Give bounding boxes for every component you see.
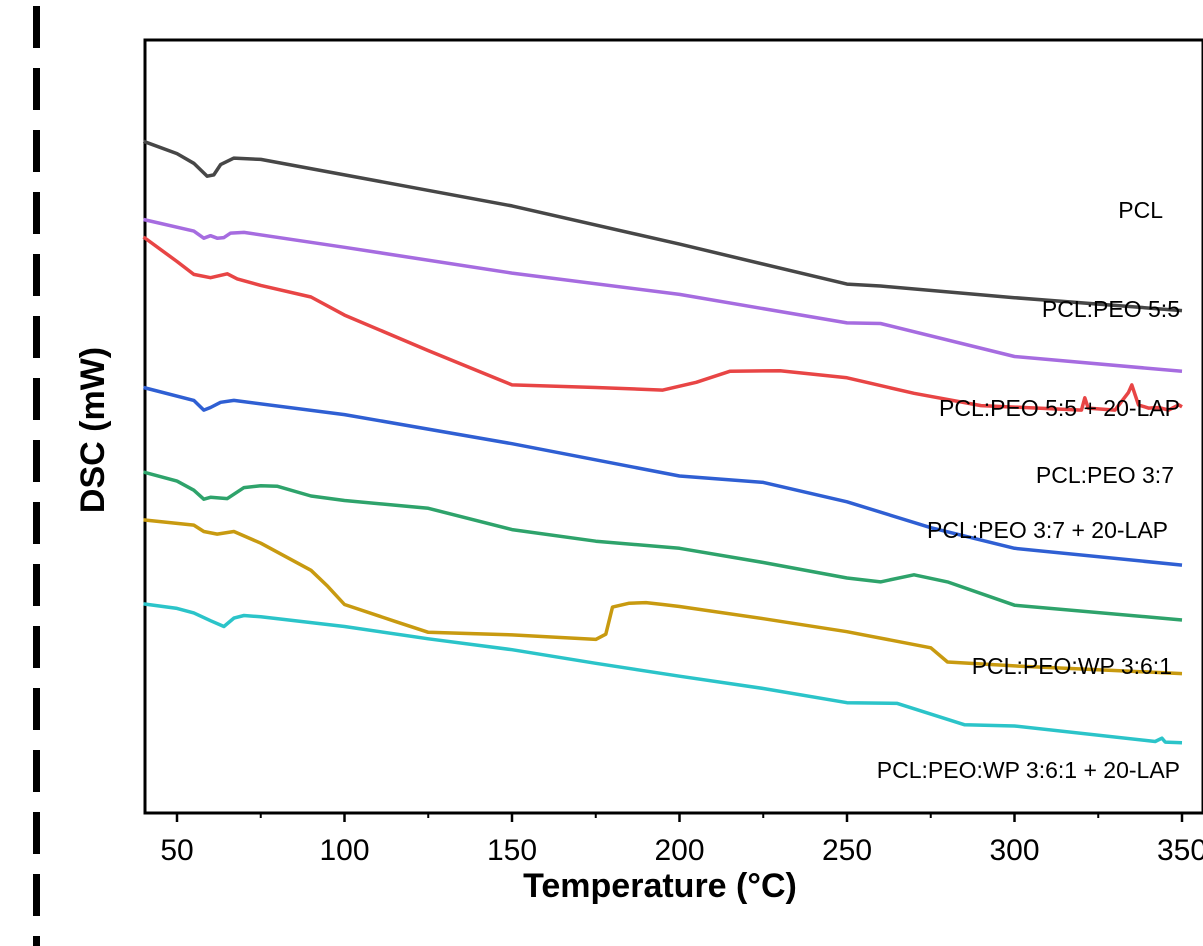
y-axis-title: DSC (mW) bbox=[74, 347, 112, 513]
x-axis: 50 100 150 200 250 300 350 bbox=[160, 813, 1203, 867]
border-dash bbox=[33, 440, 40, 482]
border-dash bbox=[33, 254, 40, 296]
x-axis-title: Temperature (°C) bbox=[523, 867, 797, 905]
series-line-pcl-peo-3-7 bbox=[143, 385, 1183, 567]
x-tick-label-300: 300 bbox=[989, 834, 1039, 867]
series-line-pcl-peo-5-5 bbox=[143, 217, 1183, 374]
series-label-pcl-peo-wp-3-6-1-20-lap: PCL:PEO:WP 3:6:1 + 20-LAP bbox=[877, 757, 1180, 783]
border-dash bbox=[33, 564, 40, 606]
series-label-pcl-peo-5-5-20-lap: PCL:PEO 5:5 + 20-LAP bbox=[939, 395, 1180, 421]
series-labels: PCL PCL:PEO 5:5 PCL:PEO 5:5 + 20-LAP PCL:PE… bbox=[877, 197, 1180, 783]
border-dash bbox=[33, 750, 40, 792]
series-layer bbox=[142, 139, 1183, 745]
series-label-pcl-peo-3-7: PCL:PEO 3:7 bbox=[1036, 462, 1174, 488]
border-dash bbox=[33, 812, 40, 854]
x-tick-label-150: 150 bbox=[487, 834, 537, 867]
border-dash bbox=[33, 192, 40, 234]
border-dash bbox=[33, 68, 40, 110]
border-dash bbox=[33, 936, 40, 946]
series-line-pcl bbox=[142, 139, 1183, 313]
border-dash bbox=[33, 688, 40, 730]
series-label-pcl-peo-5-5: PCL:PEO 5:5 bbox=[1042, 296, 1180, 322]
border-dash bbox=[33, 130, 40, 172]
border-dash bbox=[33, 378, 40, 420]
series-label-pcl: PCL bbox=[1118, 197, 1163, 223]
border-dash bbox=[33, 874, 40, 916]
x-tick-label-50: 50 bbox=[160, 834, 193, 867]
series-label-pcl-peo-wp-3-6-1: PCL:PEO:WP 3:6:1 bbox=[972, 653, 1172, 679]
x-tick-label-350: 350 bbox=[1157, 834, 1203, 867]
border-dash bbox=[33, 502, 40, 544]
left-dashed-border bbox=[33, 6, 40, 946]
series-line-pcl-peo-wp-3-6-1 bbox=[143, 518, 1183, 676]
x-tick-label-100: 100 bbox=[319, 834, 369, 867]
border-dash bbox=[33, 316, 40, 358]
series-line-pcl-peo-wp-3-6-1-20-lap bbox=[143, 602, 1183, 745]
x-tick-label-250: 250 bbox=[822, 834, 872, 867]
x-tick-label-200: 200 bbox=[654, 834, 704, 867]
border-dash bbox=[33, 626, 40, 668]
plot-frame bbox=[143, 38, 1203, 815]
border-dash bbox=[33, 6, 40, 48]
series-label-pcl-peo-3-7-20-lap: PCL:PEO 3:7 + 20-LAP bbox=[927, 517, 1168, 543]
series-line-pcl-peo-3-7-20-lap bbox=[143, 470, 1183, 622]
series-line-pcl-peo-5-5-20-lap bbox=[142, 235, 1183, 412]
